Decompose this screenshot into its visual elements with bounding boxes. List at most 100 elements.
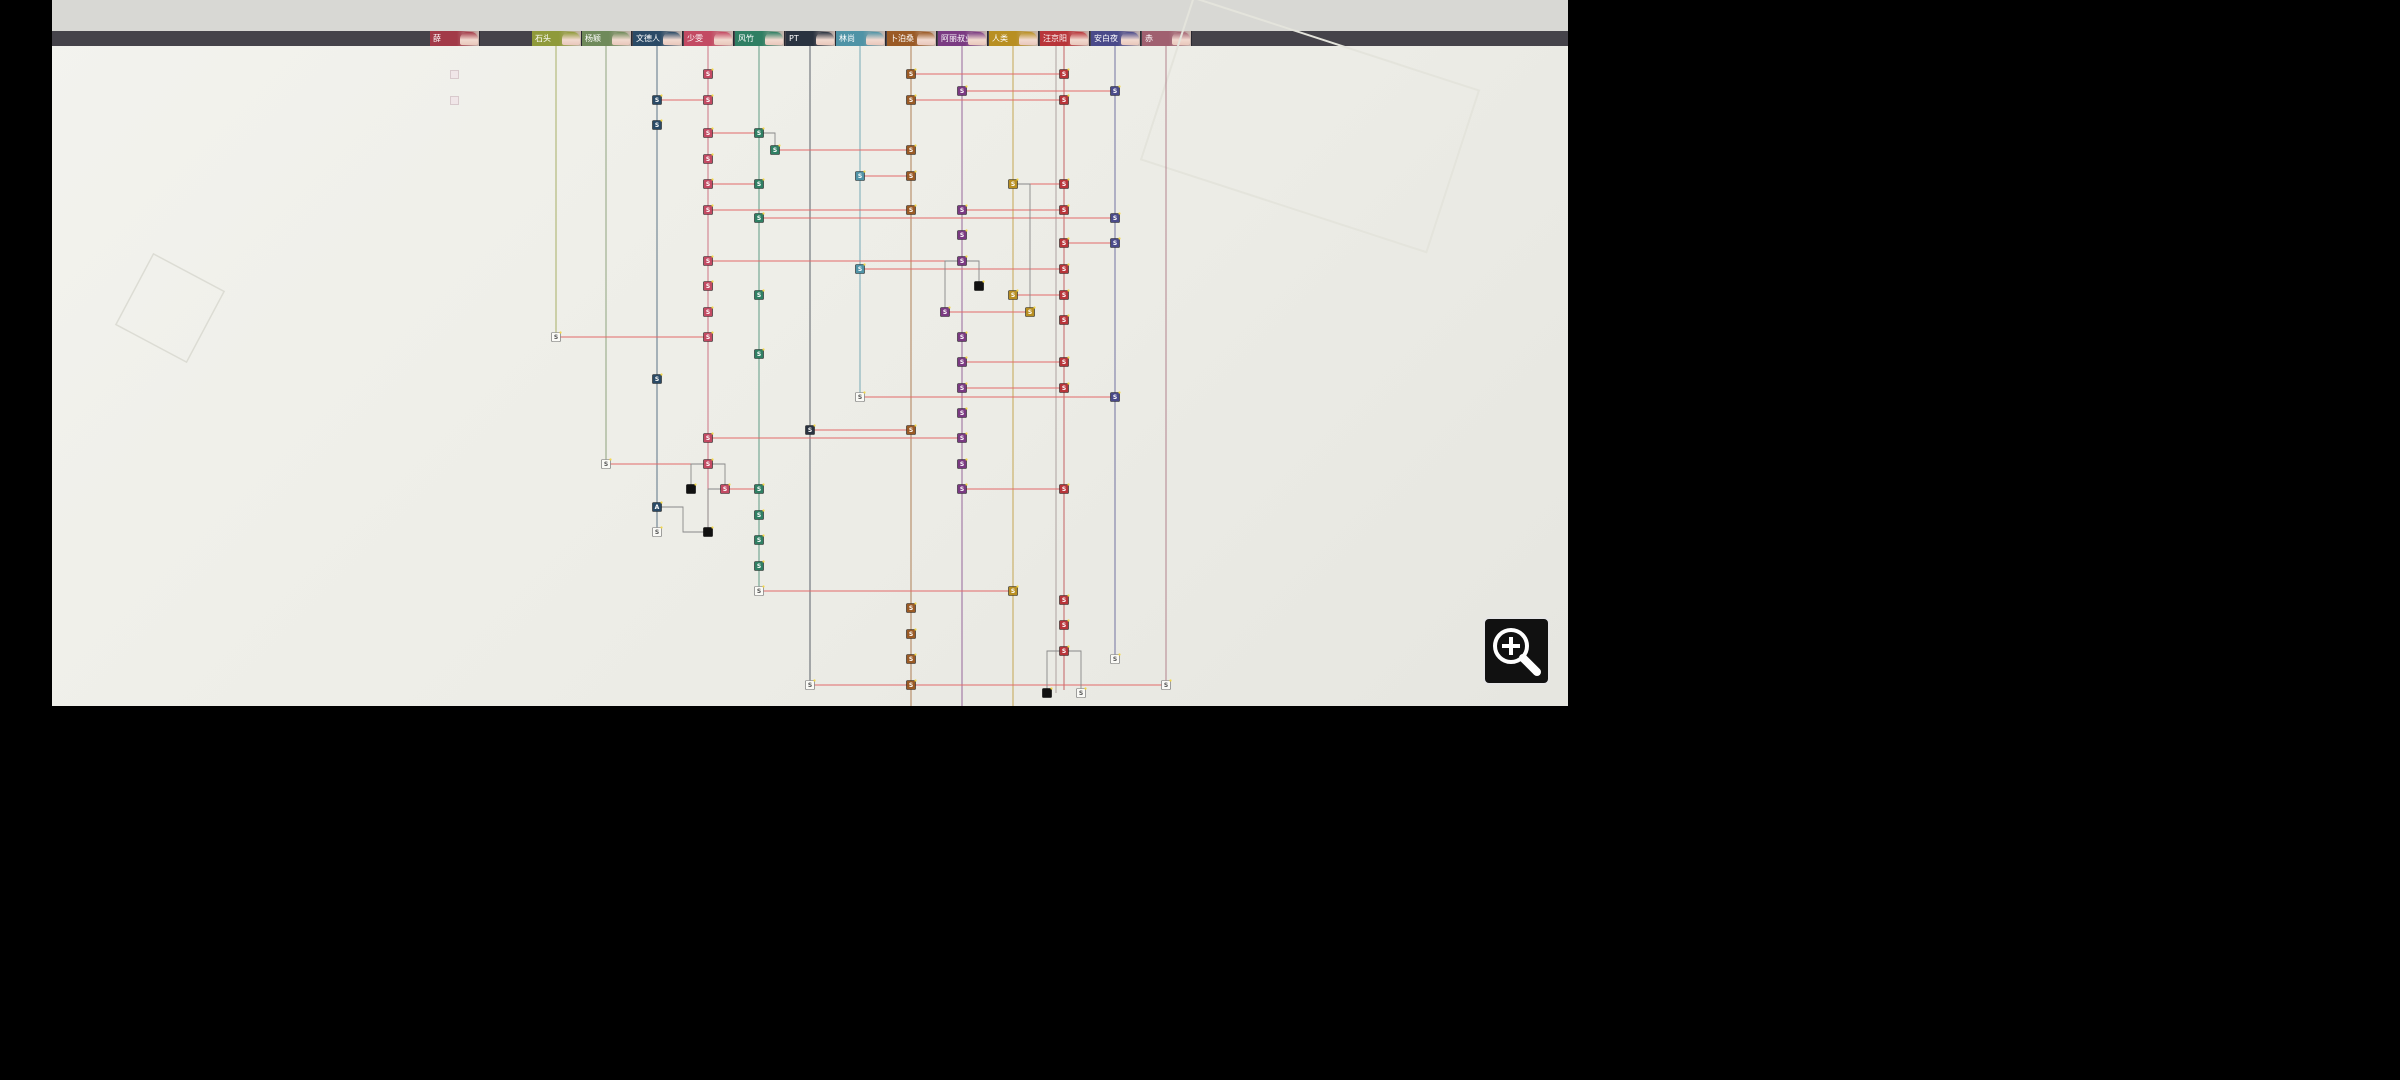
story-node [703,433,713,443]
story-node-label: S [706,130,710,137]
branch-line [690,463,708,489]
character-tab-2[interactable]: 石头 [532,31,582,46]
story-node-label: S [960,88,964,95]
story-node-label: S [757,537,761,544]
star-marker [762,534,765,537]
story-node [754,349,764,359]
character-tab-11[interactable]: 人类 [989,31,1039,46]
branch-line [1046,650,1064,693]
story-node [957,357,967,367]
character-tab-8[interactable]: 林尚 [836,31,886,46]
star-marker [1016,178,1019,181]
story-node-label: S [757,512,761,519]
story-node-label: S [1062,317,1066,324]
star-marker [863,391,866,394]
star-marker [711,526,714,529]
star-marker [660,501,663,504]
story-node [957,433,967,443]
story-node-label: S [706,309,710,316]
story-node [957,383,967,393]
star-marker [711,331,714,334]
story-node [1008,179,1018,189]
star-marker [762,178,765,181]
star-marker [965,229,968,232]
character-tab-3[interactable]: 杨颖 [582,31,632,46]
character-portrait [866,32,884,45]
story-node [906,95,916,105]
story-node [703,128,713,138]
story-node-label: S [960,461,964,468]
star-marker [813,424,816,427]
top-strip [52,0,1568,31]
story-node-label: S [1062,266,1066,273]
star-marker [694,483,697,486]
story-node [1059,238,1069,248]
character-tab-5[interactable]: 少雯 [684,31,734,46]
character-tab-13[interactable]: 安白夜 [1091,31,1141,46]
story-node [1059,646,1069,656]
star-marker [1067,645,1070,648]
character-tab-4[interactable]: 文德人 [633,31,683,46]
story-node [957,205,967,215]
story-node-label: S [960,207,964,214]
story-node [1059,620,1069,630]
character-tab-1[interactable]: 薛 [430,31,480,46]
star-marker [711,153,714,156]
star-marker [762,289,765,292]
star-marker [1118,237,1121,240]
star-marker [762,127,765,130]
star-marker [1050,687,1053,690]
story-node [1059,315,1069,325]
story-node-label: S [909,173,913,180]
star-marker [762,509,765,512]
star-marker [1067,289,1070,292]
story-node [703,281,713,291]
character-name: 杨颖 [585,34,601,43]
story-node-label: S [554,334,558,341]
star-marker [660,94,663,97]
star-marker [762,348,765,351]
branch-line [708,463,726,489]
story-node [906,680,916,690]
branch-line [1064,650,1082,693]
story-node [652,527,662,537]
character-tab-7[interactable]: PT [786,31,836,46]
story-node [703,459,713,469]
branch-line [657,506,708,533]
checkbox-1[interactable] [450,70,459,79]
zoom-in-icon [1493,628,1541,676]
story-node-label: S [1062,622,1066,629]
character-tab-6[interactable]: 风竹 [735,31,785,46]
character-portrait [968,32,986,45]
story-node-label: S [655,529,659,536]
star-marker [762,483,765,486]
character-tab-12[interactable]: 汪京阳 [1040,31,1090,46]
story-node [703,95,713,105]
star-marker [711,306,714,309]
star-marker [914,602,917,605]
story-node [754,128,764,138]
story-node [1076,688,1086,698]
character-tab-9[interactable]: 卜泊桑 [887,31,937,46]
character-tab-10[interactable]: 阿丽叔业 [938,31,988,46]
story-node [957,256,967,266]
story-node-label: S [706,435,710,442]
character-portrait [765,32,783,45]
story-node-label: S [1011,588,1015,595]
story-node [940,307,950,317]
story-node-label: S [757,215,761,222]
zoom-in-button[interactable] [1483,617,1550,685]
story-node-label: S [808,682,812,689]
star-marker [982,280,985,283]
story-node [686,484,696,494]
story-node-label: S [1062,597,1066,604]
star-marker [711,68,714,71]
checkbox-2[interactable] [450,96,459,105]
story-node-label: S [1113,215,1117,222]
star-marker [762,212,765,215]
story-node [770,145,780,155]
character-name: 林尚 [839,34,855,43]
branch-line [1013,183,1031,312]
star-marker [1067,94,1070,97]
story-node [906,425,916,435]
